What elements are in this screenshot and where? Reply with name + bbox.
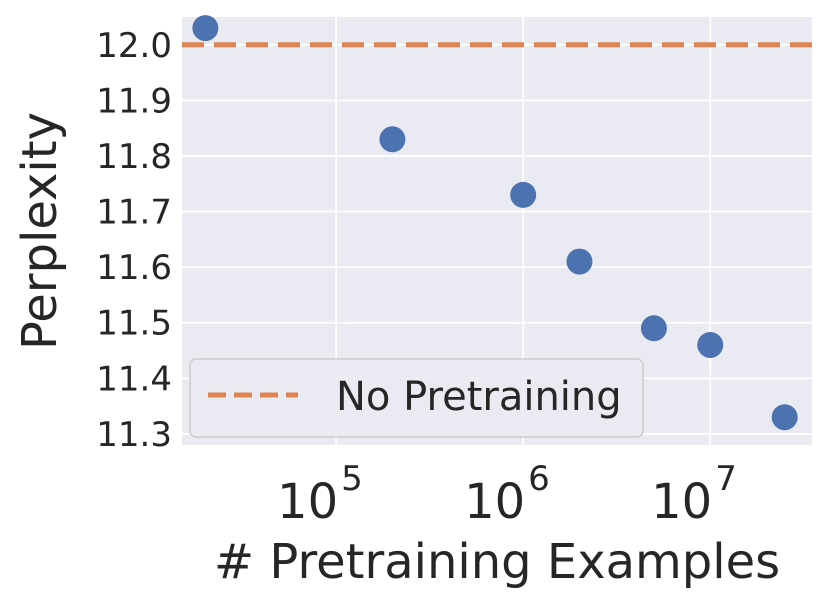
legend: No Pretraining (189, 358, 644, 438)
y-tick-label: 11.4 (96, 359, 172, 399)
y-tick-label: 11.5 (96, 304, 172, 344)
x-axis-ticks: 10 5 10 6 10 7 (277, 459, 737, 530)
y-tick-label: 11.8 (96, 137, 172, 177)
legend-box (189, 358, 644, 438)
y-tick-label: 12.0 (96, 26, 172, 66)
series-layer (182, 15, 812, 431)
scatter-point (697, 331, 724, 358)
y-tick-label: 11.7 (96, 193, 172, 233)
y-tick-label: 11.6 (96, 248, 172, 288)
scatter-point (192, 15, 219, 42)
x-axis-label: # Pretraining Examples (214, 534, 780, 590)
y-tick-label: 11.9 (96, 81, 172, 121)
x-tick-label: 10 5 (277, 459, 363, 530)
scatter-point (771, 404, 798, 431)
scatter-point (379, 126, 406, 153)
x-tick-exponent: 6 (528, 459, 550, 499)
scatter-point (510, 181, 537, 208)
x-tick-base: 10 (464, 474, 525, 530)
x-tick-base: 10 (277, 474, 338, 530)
legend-label-no-pretraining: No Pretraining (336, 374, 622, 420)
x-tick-exponent: 7 (715, 459, 737, 499)
y-axis-ticks: 11.3 11.4 11.5 11.6 11.7 11.8 11.9 12.0 (96, 26, 172, 455)
x-tick-base: 10 (651, 474, 712, 530)
x-tick-exponent: 5 (341, 459, 363, 499)
y-axis-label: Perplexity (12, 112, 68, 350)
scatter-point (640, 315, 667, 342)
y-tick-label: 11.3 (96, 415, 172, 455)
x-tick-label: 10 6 (464, 459, 550, 530)
scatter-point (566, 248, 593, 275)
x-tick-label: 10 7 (651, 459, 737, 530)
